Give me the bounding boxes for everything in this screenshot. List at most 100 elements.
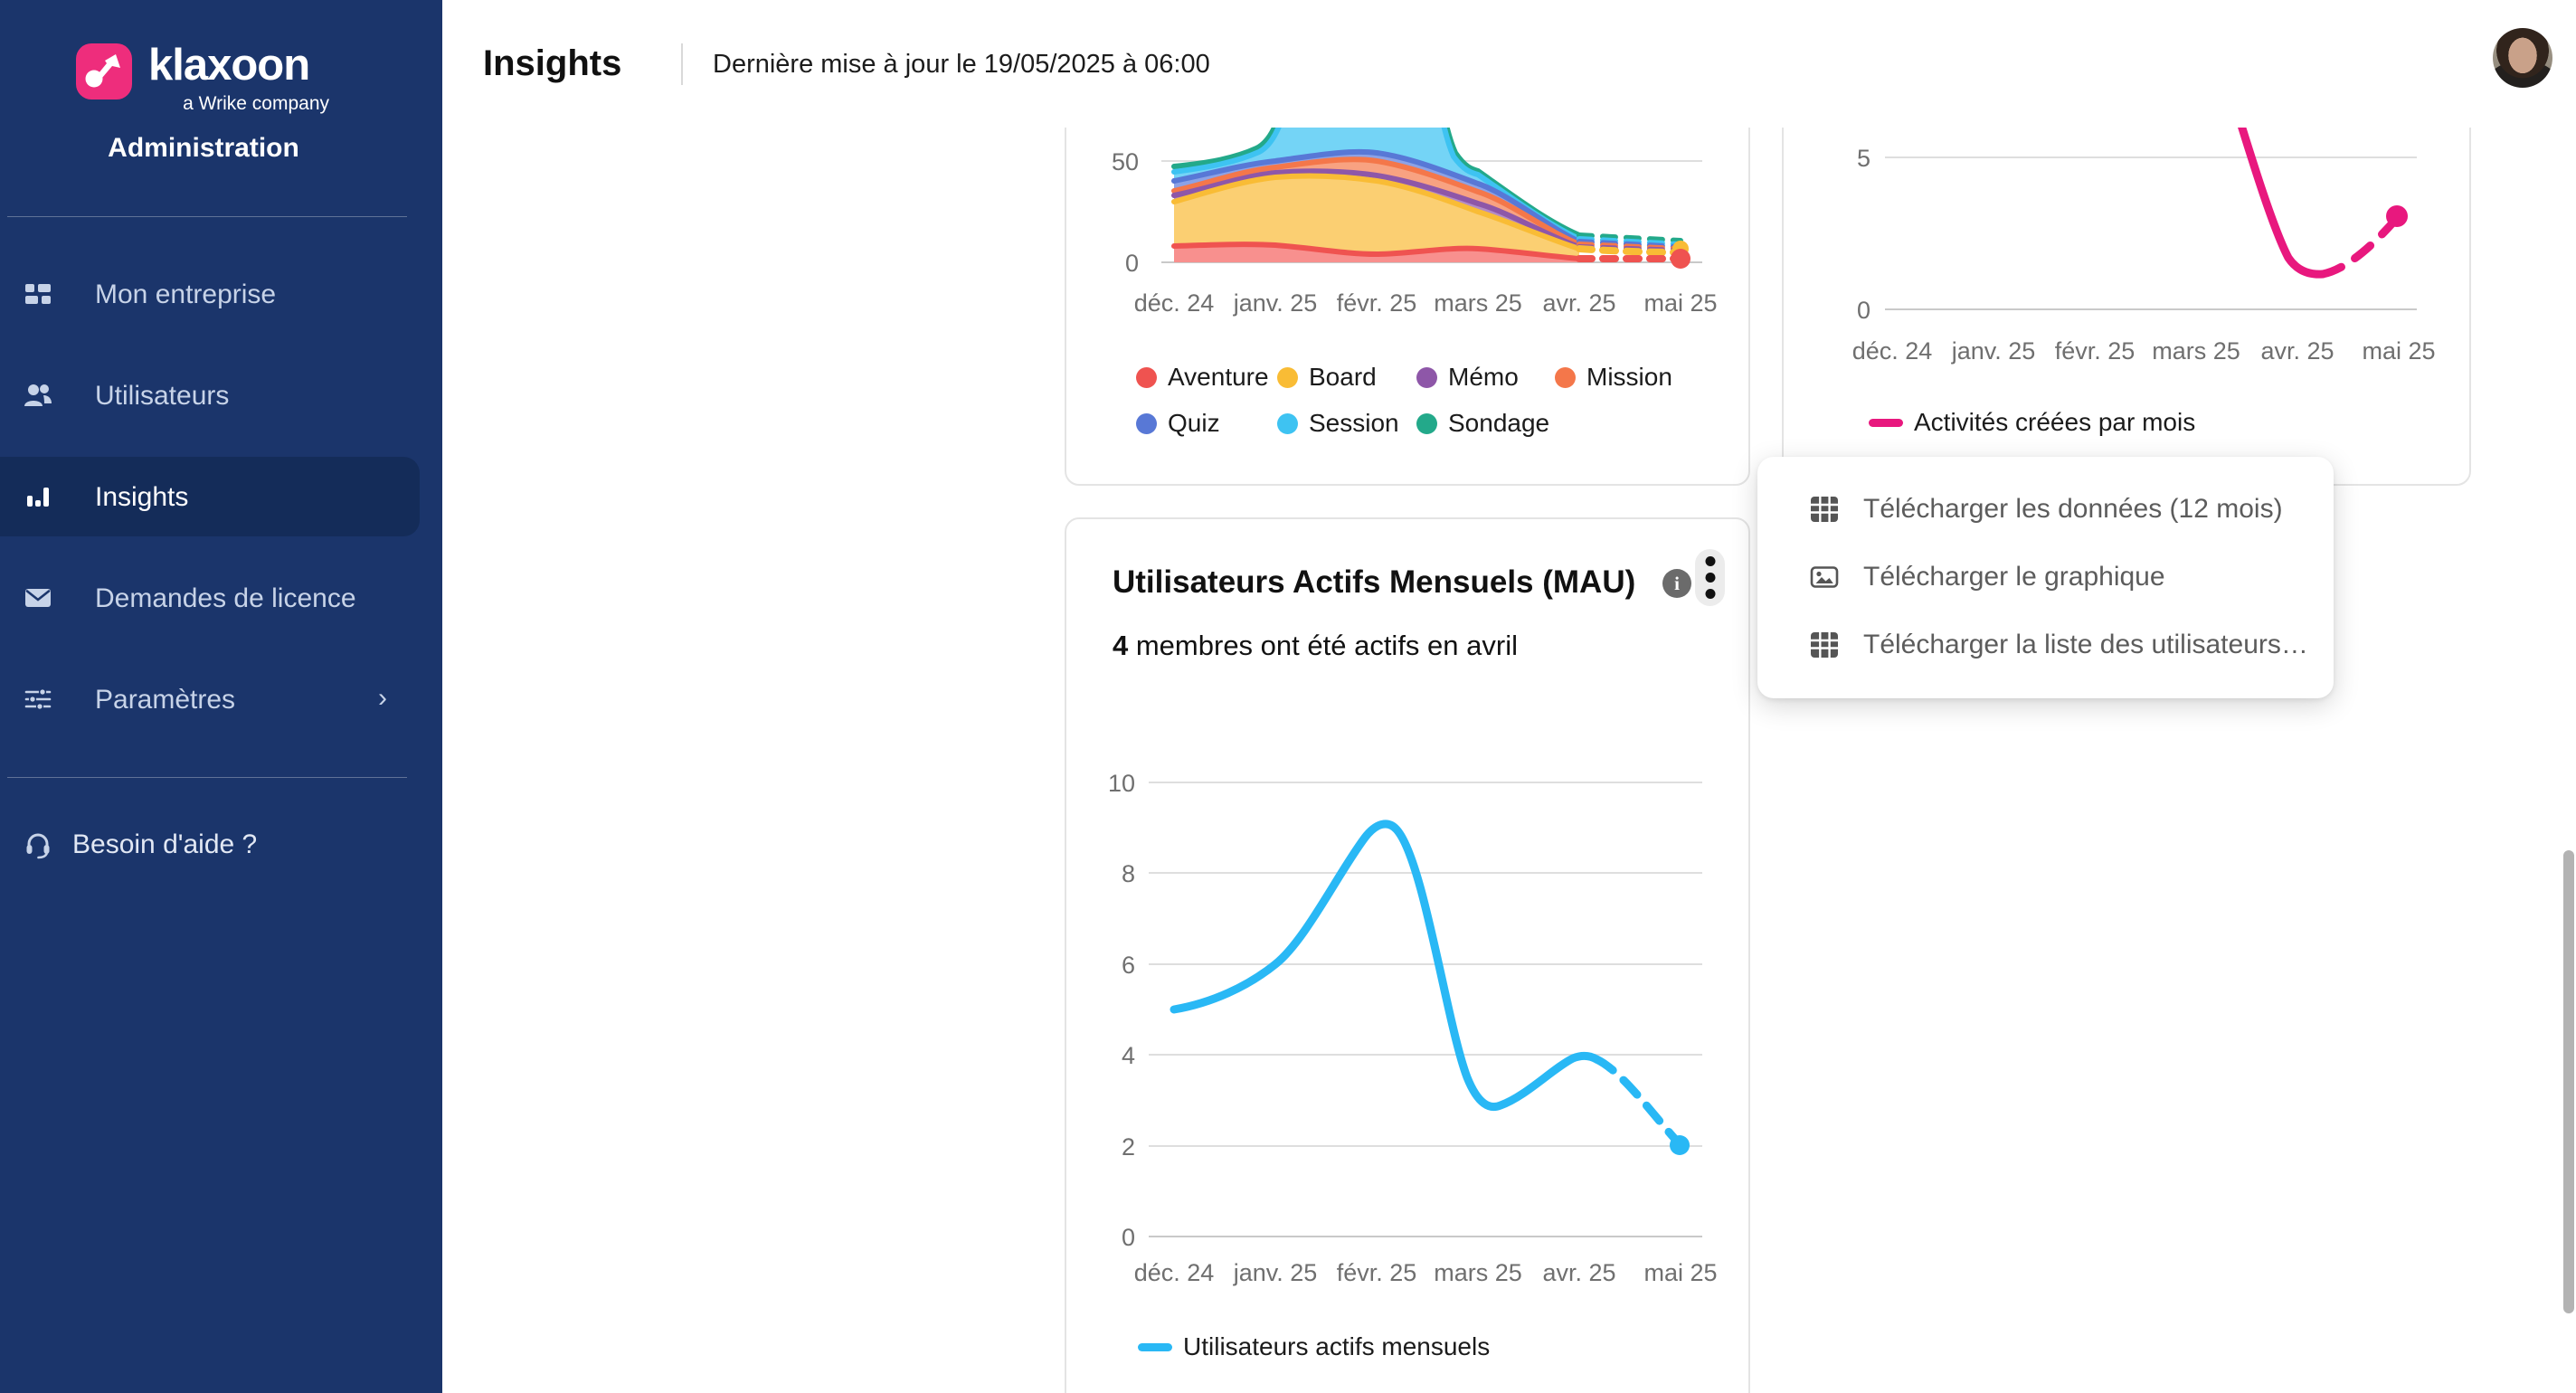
legend-label: Mémo [1448,363,1519,391]
page-title: Insights [483,43,622,83]
x-axis-tick: janv. 25 [1233,289,1318,317]
bar-chart-icon [27,488,49,507]
x-axis-tick: mars 25 [1434,289,1522,317]
legend-dot [1136,412,1157,434]
legend-item-sondage[interactable]: Sondage [1416,409,1549,438]
legend-item-aventure[interactable]: Aventure [1136,363,1269,392]
mau-card: Utilisateurs Actifs Mensuels (MAU) 4 mem… [1065,517,1750,1393]
sidebar-item-insights[interactable]: Insights [0,460,427,533]
legend-item-activites-creees[interactable]: Activités créées par mois [1869,408,2195,437]
legend-label: Sondage [1448,409,1550,437]
users-icon [24,384,52,406]
legend-label: Utilisateurs actifs mensuels [1183,1332,1491,1360]
mau-card-title: Utilisateurs Actifs Mensuels (MAU) [1113,564,1636,600]
legend-item-board[interactable]: Board [1277,363,1377,392]
legend-label: Activités créées par mois [1914,408,2196,436]
x-axis-tick: mai 25 [1643,1259,1718,1286]
sidebar-item-utilisateurs[interactable]: Utilisateurs [0,359,427,431]
vertical-scrollbar[interactable] [2563,850,2574,1313]
menu-item-download-user-list[interactable]: Télécharger la liste des utilisateurs… [1757,611,2334,678]
legend-item-quiz[interactable]: Quiz [1136,409,1220,438]
legend-dot [1555,366,1576,388]
y-axis-tick: 0 [1121,1224,1135,1251]
sidebar-item-mon-entreprise[interactable]: Mon entreprise [0,258,427,330]
kebab-dot [1705,589,1715,599]
x-axis-tick: mars 25 [1434,1259,1522,1286]
mail-icon [25,589,51,607]
x-axis-tick: déc. 24 [1133,289,1215,317]
y-axis-tick: 50 [1111,148,1139,175]
legend-dot [1277,366,1298,388]
sidebar-item-label: Demandes de licence [95,583,356,613]
chevron-right-icon: › [378,683,387,713]
x-axis-tick: févr. 25 [1336,289,1417,317]
sidebar-item-label: Mon entreprise [95,280,277,309]
legend-dot [1277,412,1298,434]
legend-item-mission[interactable]: Mission [1555,363,1672,392]
help-label: Besoin d'aide ? [72,829,258,859]
legend-label: Quiz [1168,409,1220,437]
legend-item-session[interactable]: Session [1277,409,1399,438]
active-item-highlight [0,457,420,536]
menu-item-label: Télécharger les données (12 mois) [1863,493,2283,524]
mau-line-chart [1149,782,1702,1237]
x-axis-tick: janv. 25 [1951,337,2036,365]
legend-dot [1416,366,1437,388]
image-icon [1810,565,1839,588]
legend-dot [1136,366,1157,388]
table-icon [1811,631,1838,658]
klaxoon-logo[interactable] [76,43,132,100]
table-icon [1811,496,1838,522]
download-menu: Télécharger les données (12 mois) Téléch… [1757,457,2334,698]
sidebar-item-label: Utilisateurs [95,381,230,411]
menu-item-download-data[interactable]: Télécharger les données (12 mois) [1757,475,2334,543]
menu-item-label: Télécharger la liste des utilisateurs… [1863,629,2308,659]
legend-dash [1869,418,1903,427]
menu-item-label: Télécharger le graphique [1863,561,2165,592]
menu-item-download-chart[interactable]: Télécharger le graphique [1757,543,2334,611]
mau-count: 4 [1113,630,1129,661]
sidebar-title: Administration [108,133,299,163]
dashboard-icon [25,284,51,304]
legend-item-memo[interactable]: Mémo [1416,363,1519,392]
mau-subtitle-rest: membres ont été actifs en avril [1128,630,1518,661]
brand-tagline: a Wrike company [183,93,329,114]
sidebar-item-help[interactable]: Besoin d'aide ? [0,808,427,880]
info-icon[interactable]: i [1662,569,1691,598]
x-axis-tick: avr. 25 [1542,1259,1616,1286]
mau-card-subtitle: 4 membres ont été actifs en avril [1113,630,1518,662]
title-divider [681,43,683,85]
y-axis-tick: 0 [1856,297,1870,324]
sidebar-item-demandes-de-licence[interactable]: Demandes de licence [0,562,427,634]
activities-created-line-chart [1885,128,2417,310]
y-axis-tick: 6 [1121,952,1135,979]
kebab-dot [1705,556,1715,566]
x-axis-tick: mai 25 [2362,337,2436,365]
y-axis-tick: 5 [1856,145,1870,172]
legend-item-mau[interactable]: Utilisateurs actifs mensuels [1138,1332,1490,1361]
sidebar-divider [7,216,407,217]
x-axis-tick: févr. 25 [2054,337,2136,365]
y-axis-tick: 2 [1121,1133,1135,1161]
activities-by-type-card: 50 0 déc. 24 janv. 25 févr. 25 mars 25 a… [1065,128,1750,486]
user-avatar[interactable] [2493,28,2552,88]
y-axis-tick: 0 [1124,250,1139,277]
x-axis-tick: avr. 25 [1542,289,1616,317]
legend-dot [1416,412,1437,434]
y-axis-tick: 4 [1121,1042,1135,1069]
sliders-icon [24,687,52,711]
kebab-menu-button[interactable] [1695,549,1725,606]
x-axis-tick: janv. 25 [1233,1259,1318,1286]
x-axis-tick: déc. 24 [1133,1259,1215,1286]
x-axis-tick: mai 25 [1643,289,1718,317]
legend-dash [1138,1342,1172,1351]
x-axis-tick: févr. 25 [1336,1259,1417,1286]
horn-icon [85,54,120,88]
sidebar-item-parametres[interactable]: Paramètres › [0,663,427,735]
sidebar-item-label: Paramètres [95,685,236,715]
sidebar-divider [7,777,407,778]
x-axis-tick: déc. 24 [1852,337,1933,365]
legend-label: Board [1309,363,1377,391]
legend-label: Mission [1586,363,1672,391]
